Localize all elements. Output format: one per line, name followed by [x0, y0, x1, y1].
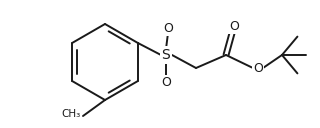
Text: S: S	[162, 48, 170, 62]
Text: O: O	[253, 61, 263, 74]
Text: O: O	[163, 22, 173, 35]
Text: O: O	[161, 77, 171, 89]
Text: O: O	[229, 19, 239, 33]
Text: CH₃: CH₃	[62, 109, 81, 119]
